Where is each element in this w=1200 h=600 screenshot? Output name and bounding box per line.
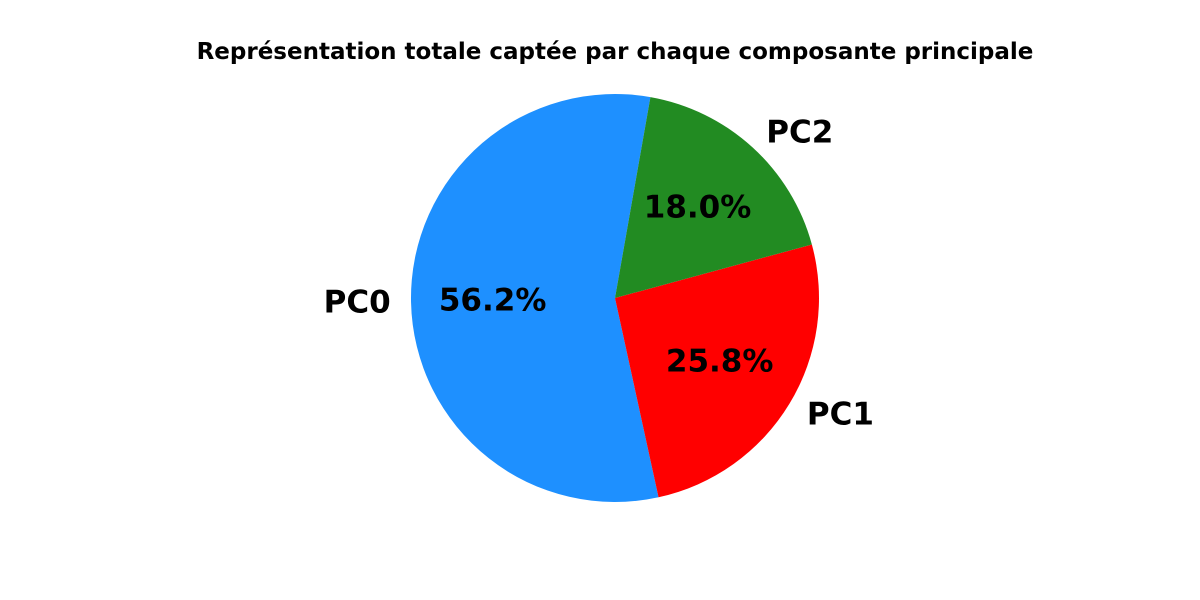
pie-slice-pc2 [615,97,812,298]
percent-label-pc2: 18.0% [644,190,752,226]
pie-slice-pc0 [410,94,659,503]
slice-label-pc0: PC0 [324,285,391,321]
chart-title: Représentation totale captée par chaque … [197,39,1034,65]
pie-labels: PC0 56.2% PC1 25.8% PC2 18.0% [324,114,874,432]
percent-label-pc1: 25.8% [666,343,774,379]
pie-slice-pc1 [615,244,819,498]
percent-label-pc0: 56.2% [439,282,547,318]
slice-label-pc2: PC2 [766,114,833,150]
pie-slices [410,94,819,503]
slice-label-pc1: PC1 [807,396,874,432]
